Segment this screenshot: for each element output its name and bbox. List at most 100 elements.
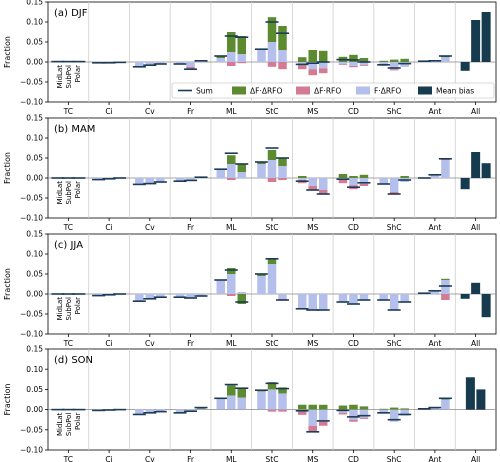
y-tick-label: −0.10: [20, 330, 43, 339]
bar-dF-dRFO: [318, 50, 328, 62]
x-tick-label: MS: [307, 107, 318, 116]
bar-F-dRFO: [267, 264, 277, 294]
y-tick-label: 0.05: [26, 385, 43, 394]
bar-dF-RFO: [338, 64, 348, 65]
x-tick-label: StC: [266, 339, 279, 348]
bar-dF-RFO: [359, 65, 369, 66]
bar-F-dRFO: [297, 294, 307, 308]
x-tick-label: All: [471, 455, 480, 462]
bar-dF-dRFO: [359, 58, 369, 62]
x-tick-label: Fr: [187, 223, 195, 232]
panel-1: −0.10 −0.05 0.00 0.05 0.10 0.15 Fraction (a) DJ…: [3, 0, 497, 116]
bar-mean-bias: [481, 163, 491, 178]
bar-F-dRFO: [359, 409, 369, 418]
bar-F-dRFO: [257, 391, 266, 410]
bar-F-dRFO: [308, 62, 317, 70]
bar-F-dRFO: [227, 164, 236, 178]
bar-F-dRFO: [175, 62, 185, 64]
legend-swatch-dF-dRFO: [232, 86, 246, 95]
bar-dF-RFO: [389, 69, 399, 71]
bar-dF-dRFO: [227, 32, 236, 52]
bar-F-dRFO: [349, 178, 358, 186]
bar-F-dRFO: [216, 58, 226, 62]
bar-dF-RFO: [267, 409, 277, 412]
bar-F-dRFO: [379, 178, 388, 184]
bar-dF-RFO: [359, 184, 369, 186]
x-tick-label: ShC: [387, 455, 402, 462]
region-label: MidLat: [56, 65, 64, 89]
bar-mean-bias: [460, 62, 470, 71]
bar-dF-dRFO: [267, 150, 277, 160]
y-tick-label: −0.10: [20, 214, 43, 223]
bar-dF-RFO: [267, 62, 277, 67]
bar-F-dRFO: [338, 62, 348, 64]
x-tick-label: CD: [348, 223, 359, 232]
bar-dF-dRFO: [308, 404, 317, 410]
x-tick-label: Fr: [187, 107, 195, 116]
y-tick-label: 0.05: [26, 154, 43, 163]
x-tick-label: ML: [226, 107, 237, 116]
x-tick-label: Ant: [428, 107, 441, 116]
region-label: Polar: [74, 412, 82, 429]
y-tick-label: 0.15: [26, 0, 43, 7]
bar-F-dRFO: [349, 62, 358, 66]
legend-label: F·ΔRFO: [374, 87, 401, 96]
bar-dF-dRFO: [227, 268, 236, 274]
x-tick-label: Ci: [105, 107, 112, 116]
panel-title: (b) MAM: [54, 124, 95, 135]
bar-dF-RFO: [297, 411, 307, 415]
bar-dF-dRFO: [349, 404, 358, 410]
bar-mean-bias: [481, 294, 491, 318]
bar-F-dRFO: [267, 389, 277, 410]
bar-dF-RFO: [318, 68, 328, 74]
bar-F-dRFO: [135, 178, 144, 185]
region-label: Polar: [74, 297, 82, 314]
bar-F-dRFO: [430, 290, 440, 294]
bar-F-dRFO: [389, 62, 399, 70]
bar-dF-RFO: [278, 62, 287, 70]
bar-F-dRFO: [379, 409, 388, 414]
bar-F-dRFO: [216, 398, 226, 410]
bar-dF-dRFO: [278, 26, 287, 50]
bar-mean-bias: [471, 20, 481, 62]
bar-dF-dRFO: [227, 155, 236, 164]
bar-F-dRFO: [338, 409, 348, 413]
y-tick-label: 0.15: [26, 345, 43, 354]
bar-F-dRFO: [257, 276, 266, 294]
bar-mean-bias: [460, 294, 470, 299]
y-tick-label: 0.15: [26, 114, 43, 123]
region-label: Polar: [74, 65, 82, 82]
bar-dF-RFO: [318, 421, 328, 426]
y-axis-label: Fraction: [3, 36, 12, 68]
x-tick-label: Cv: [145, 107, 155, 116]
x-tick-label: ML: [226, 223, 237, 232]
panel-title: (a) DJF: [54, 8, 88, 19]
bar-dF-dRFO: [389, 407, 399, 410]
bar-dF-RFO: [359, 417, 369, 419]
bar-F-dRFO: [267, 42, 277, 62]
bar-dF-dRFO: [278, 387, 287, 394]
bar-dF-dRFO: [297, 176, 307, 178]
x-tick-label: Ant: [428, 223, 441, 232]
x-tick-label: CD: [348, 455, 359, 462]
bar-dF-dRFO: [441, 278, 450, 280]
bar-F-dRFO: [441, 280, 450, 294]
bar-dF-RFO: [267, 178, 277, 182]
bar-dF-dRFO: [297, 404, 307, 410]
bar-F-dRFO: [145, 409, 155, 413]
y-axis-label: Fraction: [3, 152, 12, 184]
bar-F-dRFO: [308, 294, 317, 310]
legend-box: [171, 82, 495, 99]
y-axis-label: Fraction: [3, 384, 12, 416]
bar-dF-dRFO: [318, 404, 328, 410]
bar-F-dRFO: [441, 57, 450, 62]
bar-F-dRFO: [216, 170, 226, 178]
bar-F-dRFO: [308, 178, 317, 186]
region-label: SubPol: [65, 297, 73, 321]
x-tick-label: MS: [307, 223, 318, 232]
region-label: SubPol: [65, 181, 73, 205]
bar-dF-dRFO: [257, 162, 266, 164]
y-tick-label: 0.10: [26, 134, 43, 143]
legend-swatch-mean-bias: [418, 86, 432, 95]
